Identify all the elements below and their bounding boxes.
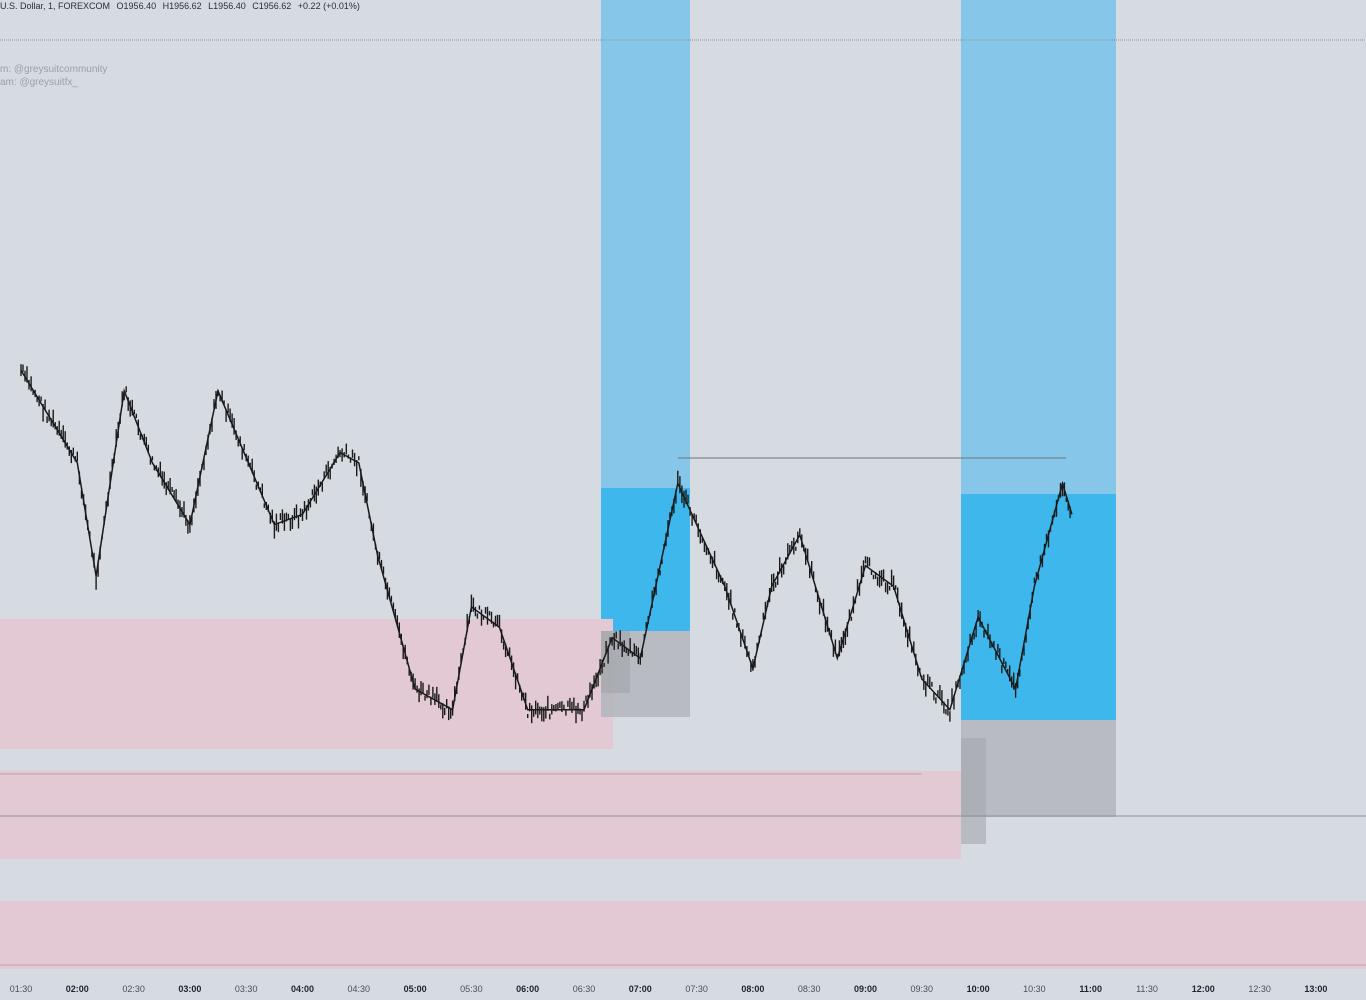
x-tick-label: 08:00	[741, 984, 764, 994]
symbol-name: U.S. Dollar, 1, FOREXCOM	[0, 1, 111, 11]
x-tick-label: 11:30	[1136, 984, 1158, 994]
x-tick-label: 08:30	[798, 984, 821, 994]
x-tick-label: 05:00	[404, 984, 427, 994]
x-tick-label: 04:30	[348, 984, 371, 994]
x-tick-label: 12:30	[1248, 984, 1271, 994]
x-tick-label: 02:30	[122, 984, 145, 994]
demand-zone-1	[0, 619, 613, 749]
x-tick-label: 13:00	[1304, 984, 1327, 994]
x-tick-label: 07:30	[685, 984, 708, 994]
x-tick-label: 12:00	[1192, 984, 1215, 994]
x-tick-label: 09:00	[854, 984, 877, 994]
zones-layer	[0, 0, 1366, 969]
x-tick-label: 10:00	[967, 984, 990, 994]
target-box-2	[961, 494, 1116, 720]
stop-box-2	[961, 720, 1116, 817]
x-tick-label: 11:00	[1079, 984, 1102, 994]
stop-box-2-inner	[961, 738, 986, 844]
watermark-line-1: m: @greysuitcommunity	[0, 64, 108, 75]
x-tick-label: 04:00	[291, 984, 314, 994]
x-tick-label: 05:30	[460, 984, 483, 994]
open-value: O1956.40	[116, 1, 157, 11]
x-tick-label: 09:30	[911, 984, 934, 994]
x-tick-label: 06:00	[516, 984, 539, 994]
session-zone-1	[601, 0, 690, 490]
demand-zone-3	[0, 901, 1366, 969]
watermark-line-2: am: @greysuitfx_	[0, 77, 78, 88]
x-tick-label: 06:30	[573, 984, 596, 994]
close-value: C1956.62	[252, 1, 292, 11]
price-series	[20, 364, 1073, 724]
demand-zone-2	[0, 771, 961, 859]
symbol-header: U.S. Dollar, 1, FOREXCOM O1956.40 H1956.…	[0, 1, 364, 11]
x-axis: 01:30 02:00 02:30 03:00 03:30 04:00 04:30 05:00…	[10, 984, 1328, 994]
change-value: +0.22 (+0.01%)	[297, 1, 360, 11]
x-tick-label: 02:00	[66, 984, 89, 994]
high-value: H1956.62	[162, 1, 202, 11]
low-value: L1956.40	[208, 1, 246, 11]
target-box-1	[601, 488, 690, 631]
session-zone-2	[961, 0, 1116, 496]
x-tick-label: 03:00	[178, 984, 201, 994]
x-tick-label: 07:00	[629, 984, 652, 994]
x-tick-label: 03:30	[235, 984, 258, 994]
x-tick-label: 10:30	[1023, 984, 1046, 994]
x-tick-label: 01:30	[10, 984, 33, 994]
price-line	[20, 369, 1073, 712]
